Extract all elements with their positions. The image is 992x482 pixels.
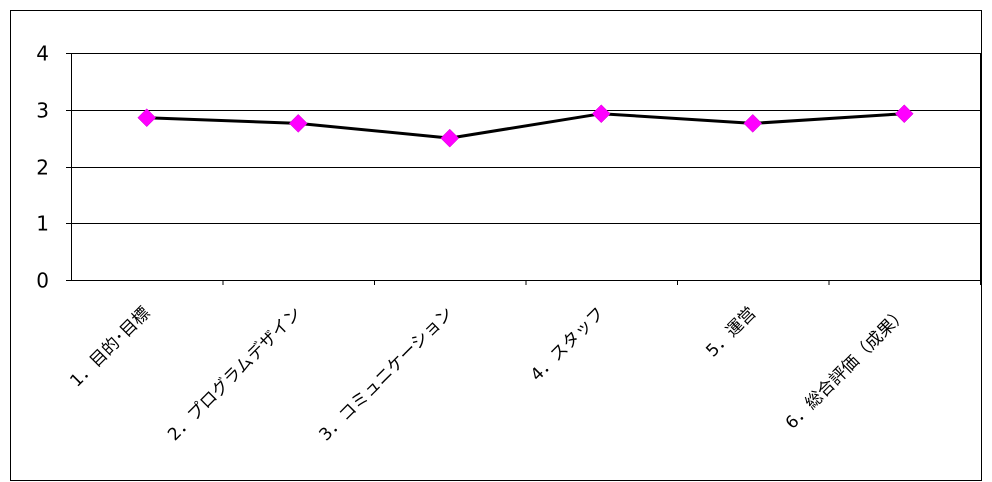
data-point-5 bbox=[743, 114, 763, 133]
y-axis: 0 1 2 3 4 bbox=[36, 42, 71, 293]
data-point-1 bbox=[137, 108, 157, 128]
series-markers bbox=[137, 104, 914, 148]
data-point-3 bbox=[440, 128, 460, 148]
chart-border bbox=[10, 10, 982, 481]
y-tick-label: 4 bbox=[36, 42, 49, 66]
data-point-4 bbox=[591, 104, 611, 124]
y-tick-label: 3 bbox=[36, 99, 49, 123]
y-tick-label: 1 bbox=[36, 212, 49, 236]
gridlines bbox=[71, 110, 980, 224]
data-point-6 bbox=[894, 104, 914, 124]
y-tick-label: 2 bbox=[36, 156, 49, 180]
y-tick-label: 0 bbox=[36, 269, 49, 293]
series-line bbox=[146, 112, 905, 140]
data-point-2 bbox=[288, 114, 308, 133]
